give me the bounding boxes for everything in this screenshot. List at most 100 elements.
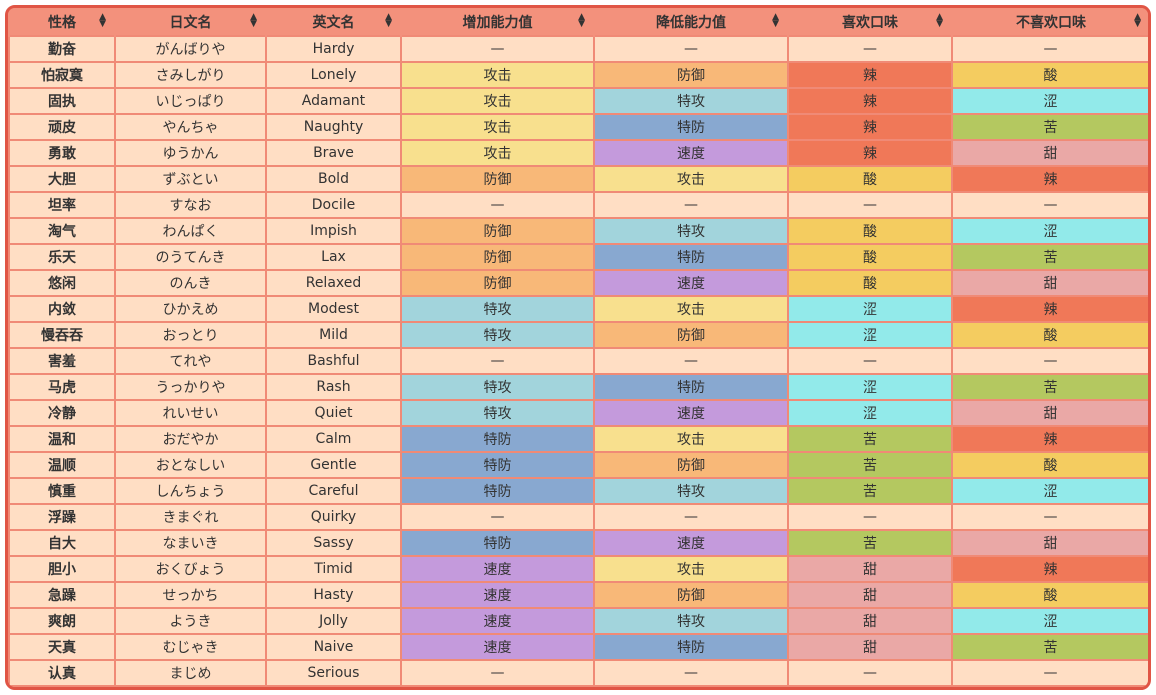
column-header-disliked-flavor[interactable]: 不喜欢口味 ▲ ▼ [951,8,1148,36]
nature-cell: 内敛 [8,295,116,323]
disliked-flavor-cell: 苦 [951,113,1148,141]
english-name-cell: Rash [265,373,402,401]
nature-cell: 害羞 [8,347,116,375]
header-row: 性格 ▲ ▼ 日文名 ▲ ▼ 英文名 ▲ ▼ 增加能力值 ▲ ▼ 降低能力值 ▲ ▼ 喜欢口味 ▲ ▼ 不喜欢口味 ▲… [8,8,1148,36]
nature-cell: 温顺 [8,451,116,479]
nature-cell: 慢吞吞 [8,321,116,349]
increased-stat-cell: — [400,347,595,375]
liked-flavor-cell: 甜 [787,555,953,583]
liked-flavor-cell: 甜 [787,633,953,661]
decreased-stat-cell: 特攻 [593,217,789,245]
sort-icon[interactable]: ▲ ▼ [1134,12,1141,29]
nature-cell: 慎重 [8,477,116,505]
table-row: 勇敢 ゆうかん Brave 攻击 速度辣甜 [8,139,1148,167]
nature-table: 性格 ▲ ▼ 日文名 ▲ ▼ 英文名 ▲ ▼ 增加能力值 ▲ ▼ 降低能力值 ▲ ▼ 喜欢口味 ▲ ▼ 不喜欢口味 ▲… [8,8,1148,687]
disliked-flavor-cell: — [951,191,1148,219]
english-name-cell: Bashful [265,347,402,375]
sort-icon[interactable]: ▲ ▼ [772,12,779,29]
english-name-cell: Modest [265,295,402,323]
sort-icon[interactable]: ▲ ▼ [578,12,585,29]
japanese-name-cell: ひかえめ [114,295,267,323]
nature-cell: 勤奋 [8,35,116,63]
liked-flavor-cell: 辣 [787,61,953,89]
sort-icon[interactable]: ▲ ▼ [385,12,392,29]
japanese-name-cell: まじめ [114,659,267,687]
table-row: 慢吞吞 おっとり Mild 特攻 防御涩酸 [8,321,1148,349]
increased-stat-cell: 速度 [400,633,595,661]
increased-stat-cell: — [400,503,595,531]
sort-icon[interactable]: ▲ ▼ [936,12,943,29]
liked-flavor-cell: 酸 [787,243,953,271]
english-name-cell: Gentle [265,451,402,479]
disliked-flavor-cell: 辣 [951,425,1148,453]
increased-stat-cell: 防御 [400,217,595,245]
decreased-stat-cell: — [593,191,789,219]
column-header-japanese-name[interactable]: 日文名 ▲ ▼ [114,8,266,36]
table-row: 慎重 しんちょう Careful 特防 特攻苦涩 [8,477,1148,505]
liked-flavor-cell: 酸 [787,269,953,297]
column-header-liked-flavor[interactable]: 喜欢口味 ▲ ▼ [787,8,952,36]
japanese-name-cell: ずぶとい [114,165,267,193]
liked-flavor-cell: — [787,191,953,219]
liked-flavor-cell: — [787,659,953,687]
english-name-cell: Lax [265,243,402,271]
decreased-stat-cell: 速度 [593,269,789,297]
nature-cell: 冷静 [8,399,116,427]
table-row: 固执 いじっぱり Adamant 攻击 特攻辣涩 [8,87,1148,115]
japanese-name-cell: おだやか [114,425,267,453]
nature-cell: 悠闲 [8,269,116,297]
liked-flavor-cell: 苦 [787,529,953,557]
japanese-name-cell: のんき [114,269,267,297]
increased-stat-cell: — [400,35,595,63]
liked-flavor-cell: 辣 [787,113,953,141]
decreased-stat-cell: 特攻 [593,87,789,115]
nature-cell: 坦率 [8,191,116,219]
sort-icon[interactable]: ▲ ▼ [250,12,257,29]
nature-cell: 勇敢 [8,139,116,167]
decreased-stat-cell: 攻击 [593,555,789,583]
decreased-stat-cell: 防御 [593,61,789,89]
column-header-decreased-stat[interactable]: 降低能力值 ▲ ▼ [593,8,788,36]
disliked-flavor-cell: 酸 [951,581,1148,609]
nature-cell: 温和 [8,425,116,453]
increased-stat-cell: 特攻 [400,399,595,427]
decreased-stat-cell: — [593,35,789,63]
disliked-flavor-cell: 苦 [951,243,1148,271]
column-header-nature[interactable]: 性格 ▲ ▼ [8,8,115,36]
column-header-label: 日文名 [169,14,212,31]
increased-stat-cell: 特防 [400,477,595,505]
japanese-name-cell: ゆうかん [114,139,267,167]
decreased-stat-cell: 特攻 [593,477,789,505]
japanese-name-cell: おっとり [114,321,267,349]
increased-stat-cell: 防御 [400,165,595,193]
sort-icon[interactable]: ▲ ▼ [99,12,106,29]
disliked-flavor-cell: — [951,503,1148,531]
english-name-cell: Hasty [265,581,402,609]
japanese-name-cell: てれや [114,347,267,375]
english-name-cell: Impish [265,217,402,245]
english-name-cell: Quirky [265,503,402,531]
liked-flavor-cell: 甜 [787,581,953,609]
table-row: 大胆 ずぶとい Bold 防御 攻击酸辣 [8,165,1148,193]
japanese-name-cell: せっかち [114,581,267,609]
nature-cell: 大胆 [8,165,116,193]
english-name-cell: Naive [265,633,402,661]
column-header-english-name[interactable]: 英文名 ▲ ▼ [265,8,401,36]
liked-flavor-cell: 涩 [787,399,953,427]
japanese-name-cell: いじっぱり [114,87,267,115]
decreased-stat-cell: 特防 [593,633,789,661]
table-body: 勤奋 がんばりや Hardy — — — — 怕寂寞 さみしがり Lonely 攻击 防御辣酸固执 いじ… [8,35,1148,687]
japanese-name-cell: さみしがり [114,61,267,89]
liked-flavor-cell: 苦 [787,477,953,505]
nature-cell: 怕寂寞 [8,61,116,89]
japanese-name-cell: すなお [114,191,267,219]
column-header-increased-stat[interactable]: 增加能力值 ▲ ▼ [400,8,594,36]
japanese-name-cell: わんぱく [114,217,267,245]
increased-stat-cell: 特防 [400,451,595,479]
decreased-stat-cell: — [593,347,789,375]
increased-stat-cell: 攻击 [400,139,595,167]
column-header-label: 性格 [48,14,76,31]
japanese-name-cell: のうてんき [114,243,267,271]
increased-stat-cell: 特防 [400,425,595,453]
english-name-cell: Mild [265,321,402,349]
